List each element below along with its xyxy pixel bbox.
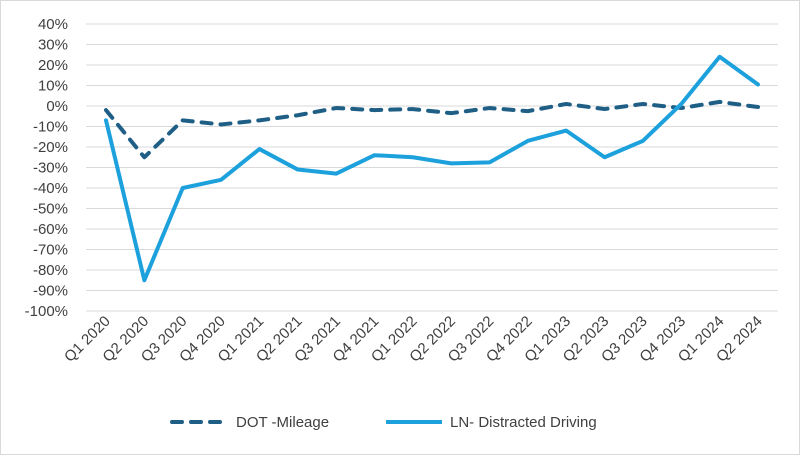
y-tick-label: -20%: [33, 139, 68, 156]
y-tick-label: 20%: [38, 57, 68, 74]
y-tick-label: 30%: [38, 37, 68, 54]
series-line-ln-distracted-driving: [104, 54, 760, 283]
y-tick-label: -60%: [33, 221, 68, 238]
y-tick-label: -80%: [33, 262, 68, 279]
y-tick-label: -40%: [33, 180, 68, 197]
y-tick-label: 10%: [38, 78, 68, 95]
legend-label-dot-mileage: DOT -Mileage: [236, 414, 329, 431]
y-tick-label: 0%: [46, 98, 68, 115]
series-line-dot-mileage: [104, 99, 760, 160]
y-tick-label: -70%: [33, 242, 68, 259]
y-tick-label: -30%: [33, 160, 68, 177]
y-tick-label: -50%: [33, 201, 68, 218]
y-tick-label: -90%: [33, 283, 68, 300]
y-tick-label: -10%: [33, 119, 68, 136]
legend-label-ln-distracted-driving: LN- Distracted Driving: [450, 414, 597, 431]
y-tick-label: 40%: [38, 16, 68, 33]
y-tick-label: -100%: [25, 303, 68, 320]
